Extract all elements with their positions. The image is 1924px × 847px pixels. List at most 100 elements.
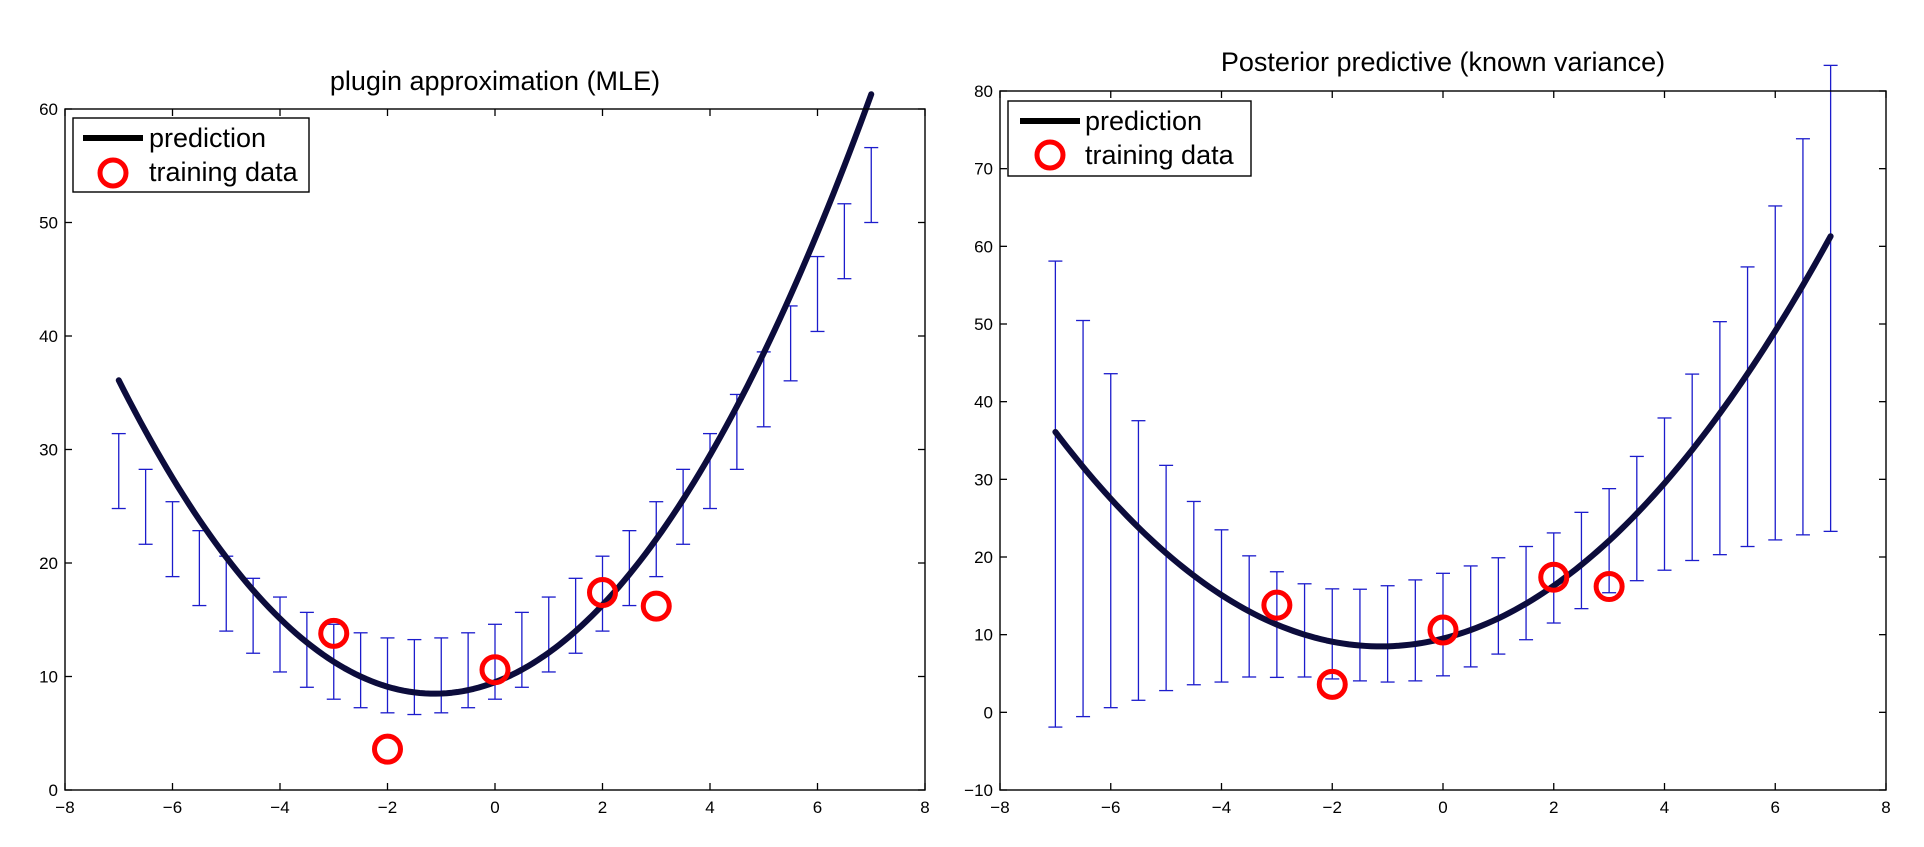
error-bar (1657, 417, 1672, 571)
x-tick-label: 4 (705, 798, 714, 817)
chart-posterior-predictive: Posterior predictive (known variance) −8… (964, 47, 1891, 817)
error-bar (864, 146, 879, 224)
error-bar (676, 468, 691, 545)
x-tick-label: 8 (1881, 798, 1890, 817)
x-tick-label: 0 (490, 798, 499, 817)
error-bar (1768, 205, 1783, 541)
error-bar (1408, 579, 1423, 682)
y-tick-label: 0 (984, 703, 993, 722)
error-bar (568, 577, 583, 654)
error-bar (1491, 557, 1506, 655)
error-bar (541, 596, 556, 673)
error-bar (1380, 585, 1395, 683)
x-tick-label: 8 (920, 798, 929, 817)
y-tick-label: 70 (974, 160, 993, 179)
chart-marks (111, 91, 879, 765)
error-bar (1103, 373, 1118, 709)
training-data-point (1593, 571, 1625, 603)
error-bar (165, 501, 180, 578)
x-tick-label: 4 (1660, 798, 1669, 817)
error-bar (595, 555, 610, 632)
legend-training-data-label: training data (149, 157, 299, 187)
legend-prediction-label: prediction (149, 123, 266, 153)
y-tick-label: 30 (39, 441, 58, 460)
training-data-point (318, 617, 350, 649)
error-bar (461, 632, 476, 709)
error-bar (1519, 545, 1534, 641)
error-bar (1159, 464, 1174, 692)
x-tick-label: −8 (990, 798, 1009, 817)
legend-box (1007, 100, 1252, 177)
legend-training-data-swatch (97, 157, 129, 189)
error-bar (810, 255, 825, 333)
error-bar (837, 203, 852, 280)
error-bar (1242, 555, 1257, 678)
error-bar (1629, 455, 1644, 582)
legend-prediction-label: prediction (1085, 106, 1202, 136)
chart-title: plugin approximation (MLE) (330, 66, 660, 96)
training-data-point (1261, 589, 1293, 621)
legend-training-data-swatch (1034, 139, 1066, 171)
error-bar (1297, 583, 1312, 678)
y-tick-label: 50 (974, 315, 993, 334)
y-tick-label: 60 (39, 100, 58, 119)
y-tick-label: 10 (39, 668, 58, 687)
training-data-point (372, 733, 403, 765)
x-tick-label: −4 (1212, 798, 1231, 817)
axis-ticks: −8 −6 −4 −2 0 2 4 6 8 −10 0 10 20 30 40 50 60 70 80 (964, 82, 1891, 817)
training-data-point (479, 654, 511, 686)
y-tick-label: 10 (974, 626, 993, 645)
training-data-point (1316, 668, 1348, 700)
error-bar (407, 638, 422, 716)
y-tick-label: 60 (974, 237, 993, 256)
x-tick-label: −2 (1323, 798, 1342, 817)
error-bar (1685, 373, 1700, 562)
y-tick-label: 20 (974, 548, 993, 567)
error-bar (434, 637, 449, 714)
error-bar (1186, 500, 1201, 686)
error-bar (1076, 319, 1091, 718)
error-bar (1740, 266, 1755, 548)
x-tick-label: 0 (1438, 798, 1447, 817)
y-tick-label: 50 (39, 214, 58, 233)
error-bar (488, 623, 502, 700)
error-bar (380, 637, 395, 714)
y-tick-label: 30 (974, 470, 993, 489)
legend-box (72, 117, 310, 193)
chart-marks (1048, 64, 1838, 728)
error-bar (299, 611, 314, 688)
prediction-line (1052, 233, 1834, 650)
error-bar (138, 468, 153, 545)
legend-training-data-label: training data (1085, 140, 1235, 170)
error-bar (111, 432, 126, 510)
y-tick-label: 40 (974, 393, 993, 412)
y-tick-label: 0 (49, 781, 58, 800)
error-bar (1436, 572, 1450, 677)
chart-plugin-approximation: plugin approximation (MLE) −8 −6 −4 −2 0 2 4 6 8… (39, 66, 930, 817)
y-tick-label: 20 (39, 554, 58, 573)
error-bar (1131, 420, 1146, 701)
x-tick-label: 2 (598, 798, 607, 817)
y-tick-label: 40 (39, 327, 58, 346)
error-bar (622, 530, 637, 607)
error-bar (1546, 532, 1561, 624)
training-data-point (587, 577, 618, 609)
error-bar (1352, 588, 1367, 682)
x-tick-label: −8 (55, 798, 74, 817)
training-data-point (1538, 561, 1570, 593)
x-tick-label: −6 (1101, 798, 1120, 817)
y-tick-label: −10 (964, 781, 993, 800)
error-bar (273, 596, 287, 673)
error-bar (1214, 529, 1229, 683)
error-bar (1325, 588, 1340, 680)
x-tick-label: 6 (813, 798, 822, 817)
error-bar (1795, 138, 1810, 536)
error-bar (1712, 321, 1727, 556)
axis-ticks: −8 −6 −4 −2 0 2 4 6 8 0 10 20 30 40 50 60 (39, 100, 930, 817)
training-data-point (640, 590, 672, 622)
y-tick-label: 80 (974, 82, 993, 101)
legend: prediction training data (1007, 100, 1252, 177)
error-bar (1048, 260, 1063, 728)
